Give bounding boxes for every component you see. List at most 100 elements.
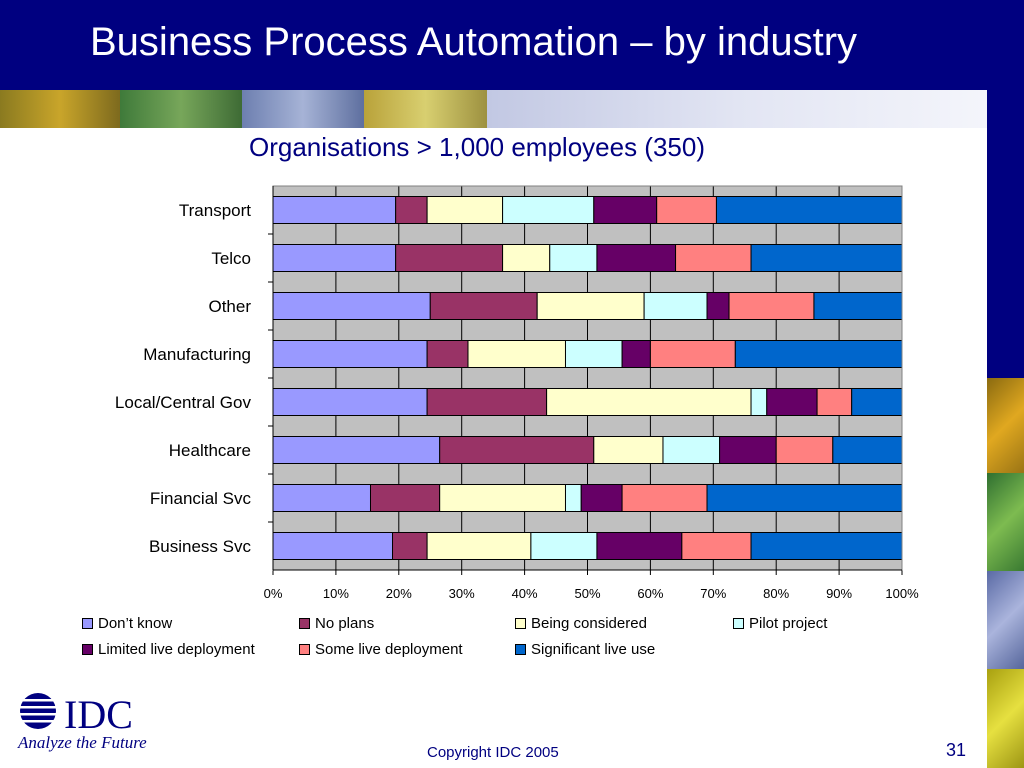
legend-label: No plans: [315, 615, 375, 632]
legend-label: Some live deployment: [315, 641, 463, 658]
bar-segment: [706, 292, 730, 320]
legend-item: Being considered: [515, 615, 647, 632]
bar-segment: [643, 292, 708, 320]
bar-segment: [426, 340, 469, 368]
category-label: Healthcare: [169, 441, 251, 460]
bar-segment: [272, 532, 394, 560]
title-bar: Business Process Automation – by industr…: [0, 0, 987, 90]
chart-title: Organisations > 1,000 employees (350): [249, 132, 705, 162]
bar-segment: [656, 196, 717, 224]
bar-segment: [649, 340, 736, 368]
bar-segment: [439, 484, 566, 512]
bar-segment: [662, 436, 721, 464]
category-label: Transport: [179, 201, 251, 220]
bar-segment: [426, 388, 548, 416]
bar-segment: [593, 196, 658, 224]
side-photo-yellow: [987, 669, 1024, 768]
legend-item: Significant live use: [515, 641, 655, 658]
bar-segment: [564, 484, 582, 512]
legend-swatch: [733, 618, 744, 629]
legend-swatch: [515, 644, 526, 655]
decorative-photo-strip: [0, 90, 987, 128]
category-label: Financial Svc: [150, 489, 252, 508]
photo-panel-blue: [242, 90, 364, 128]
bar-segment: [272, 388, 428, 416]
bar-segment: [549, 244, 598, 272]
bar-segment: [467, 340, 566, 368]
bar-segment: [715, 196, 903, 224]
side-photo-gold: [987, 378, 1024, 473]
x-tick-label: 100%: [885, 586, 919, 601]
page-number: 31: [946, 740, 967, 760]
bar-segment: [392, 532, 428, 560]
category-label: Local/Central Gov: [115, 393, 252, 412]
bar-segment: [429, 292, 538, 320]
x-tick-label: 90%: [826, 586, 852, 601]
side-photo-blue: [987, 571, 1024, 669]
photo-panel-fade: [487, 90, 987, 128]
x-tick-label: 10%: [323, 586, 349, 601]
bar-segment: [851, 388, 903, 416]
legend-swatch: [299, 618, 310, 629]
bar-segment: [621, 340, 651, 368]
logo-tagline: Analyze the Future: [18, 733, 147, 752]
bar-segment: [734, 340, 903, 368]
bar-segment: [439, 436, 595, 464]
category-label: Business Svc: [149, 537, 252, 556]
bar-segment: [832, 436, 903, 464]
legend-label: Significant live use: [531, 641, 656, 658]
bar-segment: [502, 244, 551, 272]
bar-segment: [272, 292, 431, 320]
bar-segment: [621, 484, 708, 512]
bar-segment: [750, 388, 768, 416]
legend-swatch: [515, 618, 526, 629]
bar-segment: [596, 532, 683, 560]
x-tick-label: 70%: [700, 586, 726, 601]
legend-item: Pilot project: [733, 615, 827, 632]
bar-segment: [272, 340, 428, 368]
x-tick-label: 40%: [512, 586, 538, 601]
bar-segment: [272, 196, 397, 224]
category-label: Other: [208, 297, 251, 316]
side-photo-green: [987, 473, 1024, 571]
bar-segment: [426, 532, 532, 560]
bar-segment: [728, 292, 815, 320]
logo-wordmark: IDC: [64, 692, 133, 732]
bar-segment: [564, 340, 623, 368]
bar-segment: [272, 436, 441, 464]
x-tick-label: 80%: [763, 586, 789, 601]
legend-swatch: [299, 644, 310, 655]
bar-segment: [596, 244, 677, 272]
bar-segment: [813, 292, 903, 320]
bar-segment: [272, 244, 397, 272]
legend-label: Being considered: [531, 615, 647, 632]
bar-segment: [580, 484, 623, 512]
legend-swatch: [82, 644, 93, 655]
x-tick-label: 50%: [574, 586, 600, 601]
copyright: Copyright IDC 2005: [427, 744, 559, 761]
photo-panel-green: [120, 90, 242, 128]
photo-panel-gold: [0, 90, 120, 128]
bar-segment: [395, 196, 428, 224]
bar-segment: [426, 196, 504, 224]
x-tick-label: 0%: [264, 586, 283, 601]
decorative-side-rail: [987, 0, 1024, 768]
bar-segment: [530, 532, 598, 560]
photo-panel-yellow: [364, 90, 487, 128]
bar-segment: [395, 244, 504, 272]
bar-segment: [536, 292, 645, 320]
x-tick-label: 20%: [386, 586, 412, 601]
bar-segment: [766, 388, 818, 416]
bar-segment: [675, 244, 752, 272]
bar-segment: [681, 532, 752, 560]
legend-item: Don’t know: [82, 615, 172, 632]
legend-item: Limited live deployment: [82, 641, 255, 658]
x-tick-label: 30%: [449, 586, 475, 601]
legend-item: No plans: [299, 615, 374, 632]
legend-label: Limited live deployment: [98, 641, 255, 658]
bar-segment: [775, 436, 834, 464]
bar-segment: [816, 388, 853, 416]
bar-segment: [706, 484, 903, 512]
x-tick-label: 60%: [637, 586, 663, 601]
